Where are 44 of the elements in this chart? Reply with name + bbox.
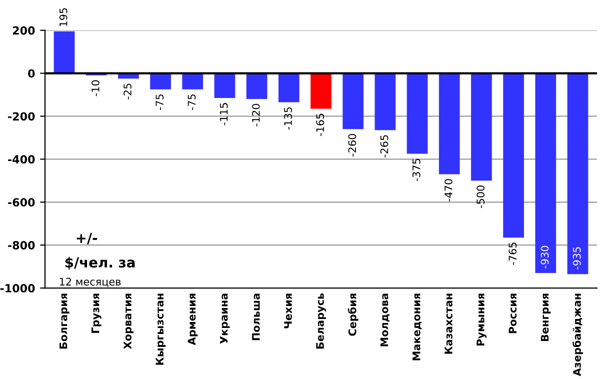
x-tick-label: Казахстан	[444, 294, 452, 354]
data-label: -10	[91, 80, 100, 96]
data-label: -265	[380, 135, 388, 158]
data-label: -765	[508, 242, 517, 265]
x-tick-label: Румыния	[476, 294, 487, 346]
x-tick-label: Беларусь	[316, 293, 326, 349]
y-tick-label: 200	[12, 26, 35, 35]
data-label: -135	[284, 107, 292, 130]
data-label: -930	[540, 246, 549, 268]
y-tick-label: -200	[8, 112, 35, 121]
data-label: -25	[124, 84, 132, 100]
x-tick-label: Россия	[508, 294, 517, 334]
x-tick-label: Азербайджан	[572, 294, 583, 376]
x-tick-label: Польша	[252, 294, 260, 340]
x-tick-label: Чехия	[284, 294, 292, 328]
data-label: -935	[572, 247, 581, 270]
x-tick-label: Армения	[188, 294, 198, 346]
y-tick-label: -800	[8, 241, 35, 250]
y-tick-label: 0	[28, 69, 35, 78]
data-label: -260	[348, 134, 356, 156]
annotation: $/чел. за	[65, 256, 135, 270]
data-label: -375	[412, 158, 420, 182]
annotation: +/-	[76, 232, 98, 244]
x-tick-label: Кыргызстан	[156, 294, 166, 365]
data-label: -75	[188, 94, 196, 110]
y-tick-label: -400	[8, 155, 35, 164]
data-label: -75	[156, 94, 164, 110]
data-label: -500	[476, 186, 484, 208]
data-label: -115	[220, 103, 228, 126]
x-tick-label: Хорватия	[124, 294, 134, 349]
x-tick-label: Молдова	[380, 294, 390, 346]
x-tick-label: Македония	[412, 294, 422, 360]
data-label: -470	[444, 179, 452, 202]
x-tick-label: Болгария	[60, 294, 70, 349]
annotation: 12 месяцев	[60, 278, 121, 287]
x-tick-label: Грузия	[92, 294, 102, 333]
data-label: -165	[316, 114, 324, 136]
data-label: 195	[59, 8, 68, 26]
x-tick-label: Украина	[220, 294, 230, 344]
y-tick-label: -600	[8, 198, 35, 207]
x-tick-label: Сербия	[348, 294, 358, 336]
x-tick-label: Венгрия	[540, 294, 551, 342]
data-label: -120	[252, 104, 260, 126]
y-tick-label: -1000	[0, 284, 35, 292]
